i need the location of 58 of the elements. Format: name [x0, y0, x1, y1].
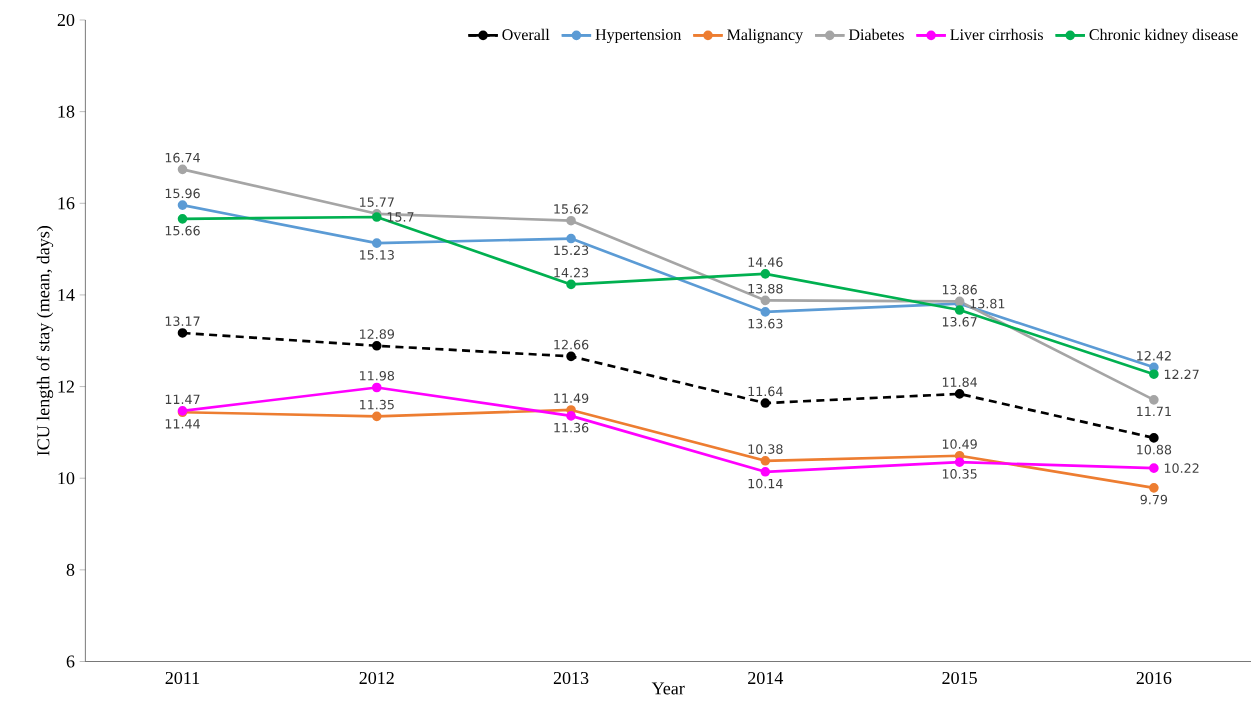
data-label: 11.71	[1137, 406, 1171, 416]
legend-label: Chronic kidney disease	[1089, 28, 1238, 44]
data-label: 13.63	[748, 318, 783, 329]
x-tick-label: 2013	[553, 671, 589, 684]
y-tick-label: 16	[58, 197, 75, 210]
legend-label: Overall	[502, 28, 550, 40]
data-label: 14.46	[748, 257, 783, 267]
legend-label: Diabetes	[848, 28, 904, 40]
x-tick-label: 2011	[165, 671, 200, 684]
x-tick-label: 2015	[942, 671, 977, 684]
data-label: 15.77	[360, 197, 394, 207]
data-label: 11.44	[165, 419, 200, 429]
legend-label: Malignancy	[727, 28, 804, 44]
legend-label: Liver cirrhosis	[950, 28, 1043, 40]
data-label: 11.98	[360, 370, 395, 381]
data-label: 11.84	[942, 377, 978, 387]
x-tick-label: 2014	[748, 671, 784, 684]
data-label: 13.17	[165, 316, 200, 326]
data-label: 12.42	[1137, 350, 1171, 361]
data-label: 13.86	[942, 284, 977, 295]
data-label: 14.23	[554, 267, 589, 278]
y-axis-title: ICU length of stay (mean, days)	[36, 225, 54, 456]
data-label: 13.67	[942, 316, 977, 327]
data-label: 15.62	[554, 204, 588, 214]
data-label: 12.27	[1164, 369, 1199, 379]
data-label: 9.79	[1140, 494, 1168, 505]
data-label: 11.35	[360, 399, 394, 410]
y-tick-label: 12	[58, 380, 74, 393]
y-tick-label: 8	[66, 563, 75, 576]
data-label: 10.35	[942, 469, 977, 479]
x-tick-label: 2016	[1136, 671, 1172, 684]
data-label: 13.81	[970, 298, 1005, 309]
data-label: 16.74	[165, 152, 200, 163]
data-label: 10.38	[748, 444, 783, 454]
y-tick-label: 10	[58, 472, 75, 485]
data-label: 11.36	[554, 422, 589, 433]
data-label: 11.64	[748, 386, 783, 397]
y-tick-label: 6	[66, 655, 75, 668]
data-label: 15.23	[554, 245, 589, 255]
y-tick-label: 14	[58, 288, 75, 301]
data-label: 15.13	[360, 249, 394, 260]
data-label: 13.88	[748, 283, 783, 294]
data-label: 10.14	[748, 478, 783, 489]
y-tick-label: 18	[58, 105, 75, 118]
data-label: 15.96	[165, 188, 200, 199]
data-label: 11.47	[165, 394, 200, 404]
data-label: 10.88	[1137, 444, 1172, 455]
x-axis-title: Year	[651, 682, 685, 695]
y-tick-label: 20	[57, 13, 75, 26]
data-label: 12.66	[554, 339, 589, 350]
legend-label: Hypertension	[595, 28, 682, 44]
data-label: 12.89	[360, 329, 395, 339]
data-label: 11.49	[554, 393, 589, 403]
data-label: 15.7	[387, 212, 414, 222]
x-tick-label: 2012	[359, 671, 394, 684]
data-label: 10.22	[1164, 463, 1199, 473]
data-label: 15.66	[165, 225, 200, 236]
data-label: 10.49	[942, 439, 977, 449]
